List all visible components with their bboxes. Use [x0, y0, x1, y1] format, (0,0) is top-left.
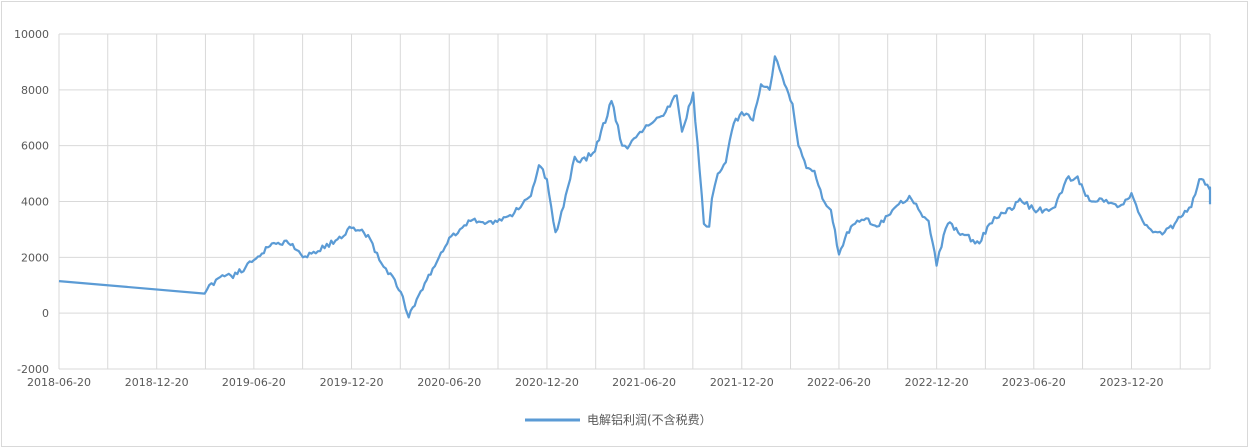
series-line: [58, 55, 1212, 319]
legend-label: 电解铝利润(不含税费）: [587, 412, 712, 427]
x-tick-label: 2019-06-20: [222, 376, 286, 389]
y-tick-label: 8000: [21, 84, 49, 97]
x-tick-label: 2023-06-20: [1002, 376, 1066, 389]
x-tick-label: 2018-06-20: [27, 376, 91, 389]
x-tick-label: 2023-12-20: [1100, 376, 1164, 389]
y-tick-label: 0: [42, 307, 49, 320]
x-tick-label: 2021-06-20: [612, 376, 676, 389]
x-tick-label: 2022-06-20: [807, 376, 871, 389]
y-tick-label: -2000: [17, 363, 49, 376]
chart-grid: [58, 33, 1211, 370]
y-tick-label: 6000: [21, 140, 49, 153]
x-tick-label: 2021-12-20: [710, 376, 774, 389]
x-tick-label: 2020-12-20: [515, 376, 579, 389]
x-tick-label: 2018-12-20: [125, 376, 189, 389]
series-lines: [58, 55, 1212, 319]
x-tick-label: 2019-12-20: [320, 376, 384, 389]
y-tick-label: 2000: [21, 251, 49, 264]
x-tick-label: 2020-06-20: [417, 376, 481, 389]
y-tick-label: 10000: [14, 28, 49, 41]
y-axis-ticks: -2000 0 2000 4000 6000 8000 10000: [14, 28, 49, 376]
legend: 电解铝利润(不含税费）: [525, 412, 712, 427]
x-axis-ticks: 2018-06-20 2018-12-20 2019-06-20 2019-12-20…: [27, 376, 1163, 389]
y-tick-label: 4000: [21, 196, 49, 209]
x-tick-label: 2022-12-20: [905, 376, 969, 389]
